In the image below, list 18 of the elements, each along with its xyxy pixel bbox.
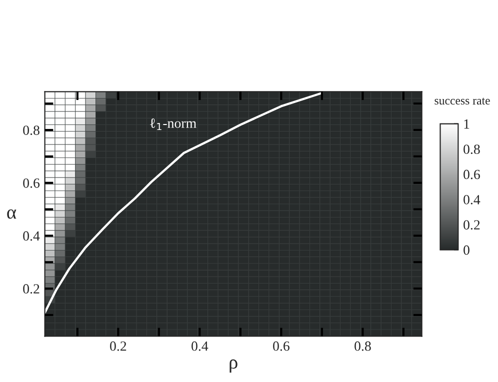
color-bar-label: 0.6 [464,170,480,180]
y-tick-label: 0.8 [23,126,40,136]
color-bar-label: 0 [464,245,470,255]
x-tick-label: 0.4 [192,341,208,351]
x-tick-label: 0.8 [354,341,371,351]
x-axis-title: ρ [230,359,238,373]
annotation: ℓ$_{1}$-norm [150,118,196,130]
y-axis-title: α [7,209,16,219]
color-bar-label: 0.4 [464,194,480,204]
color-bar-label: 0.8 [464,144,480,154]
x-tick-label: 0.2 [110,341,126,351]
color-bar-label: 1 [464,119,470,129]
color-bar-title: success rate [434,98,490,105]
y-tick-label: 0.4 [23,231,40,241]
x-tick-label: 0.6 [273,341,290,351]
y-tick-label: 0.2 [23,284,40,294]
color-bar-label: 0.2 [464,220,480,230]
y-tick-label: 0.6 [23,178,40,188]
